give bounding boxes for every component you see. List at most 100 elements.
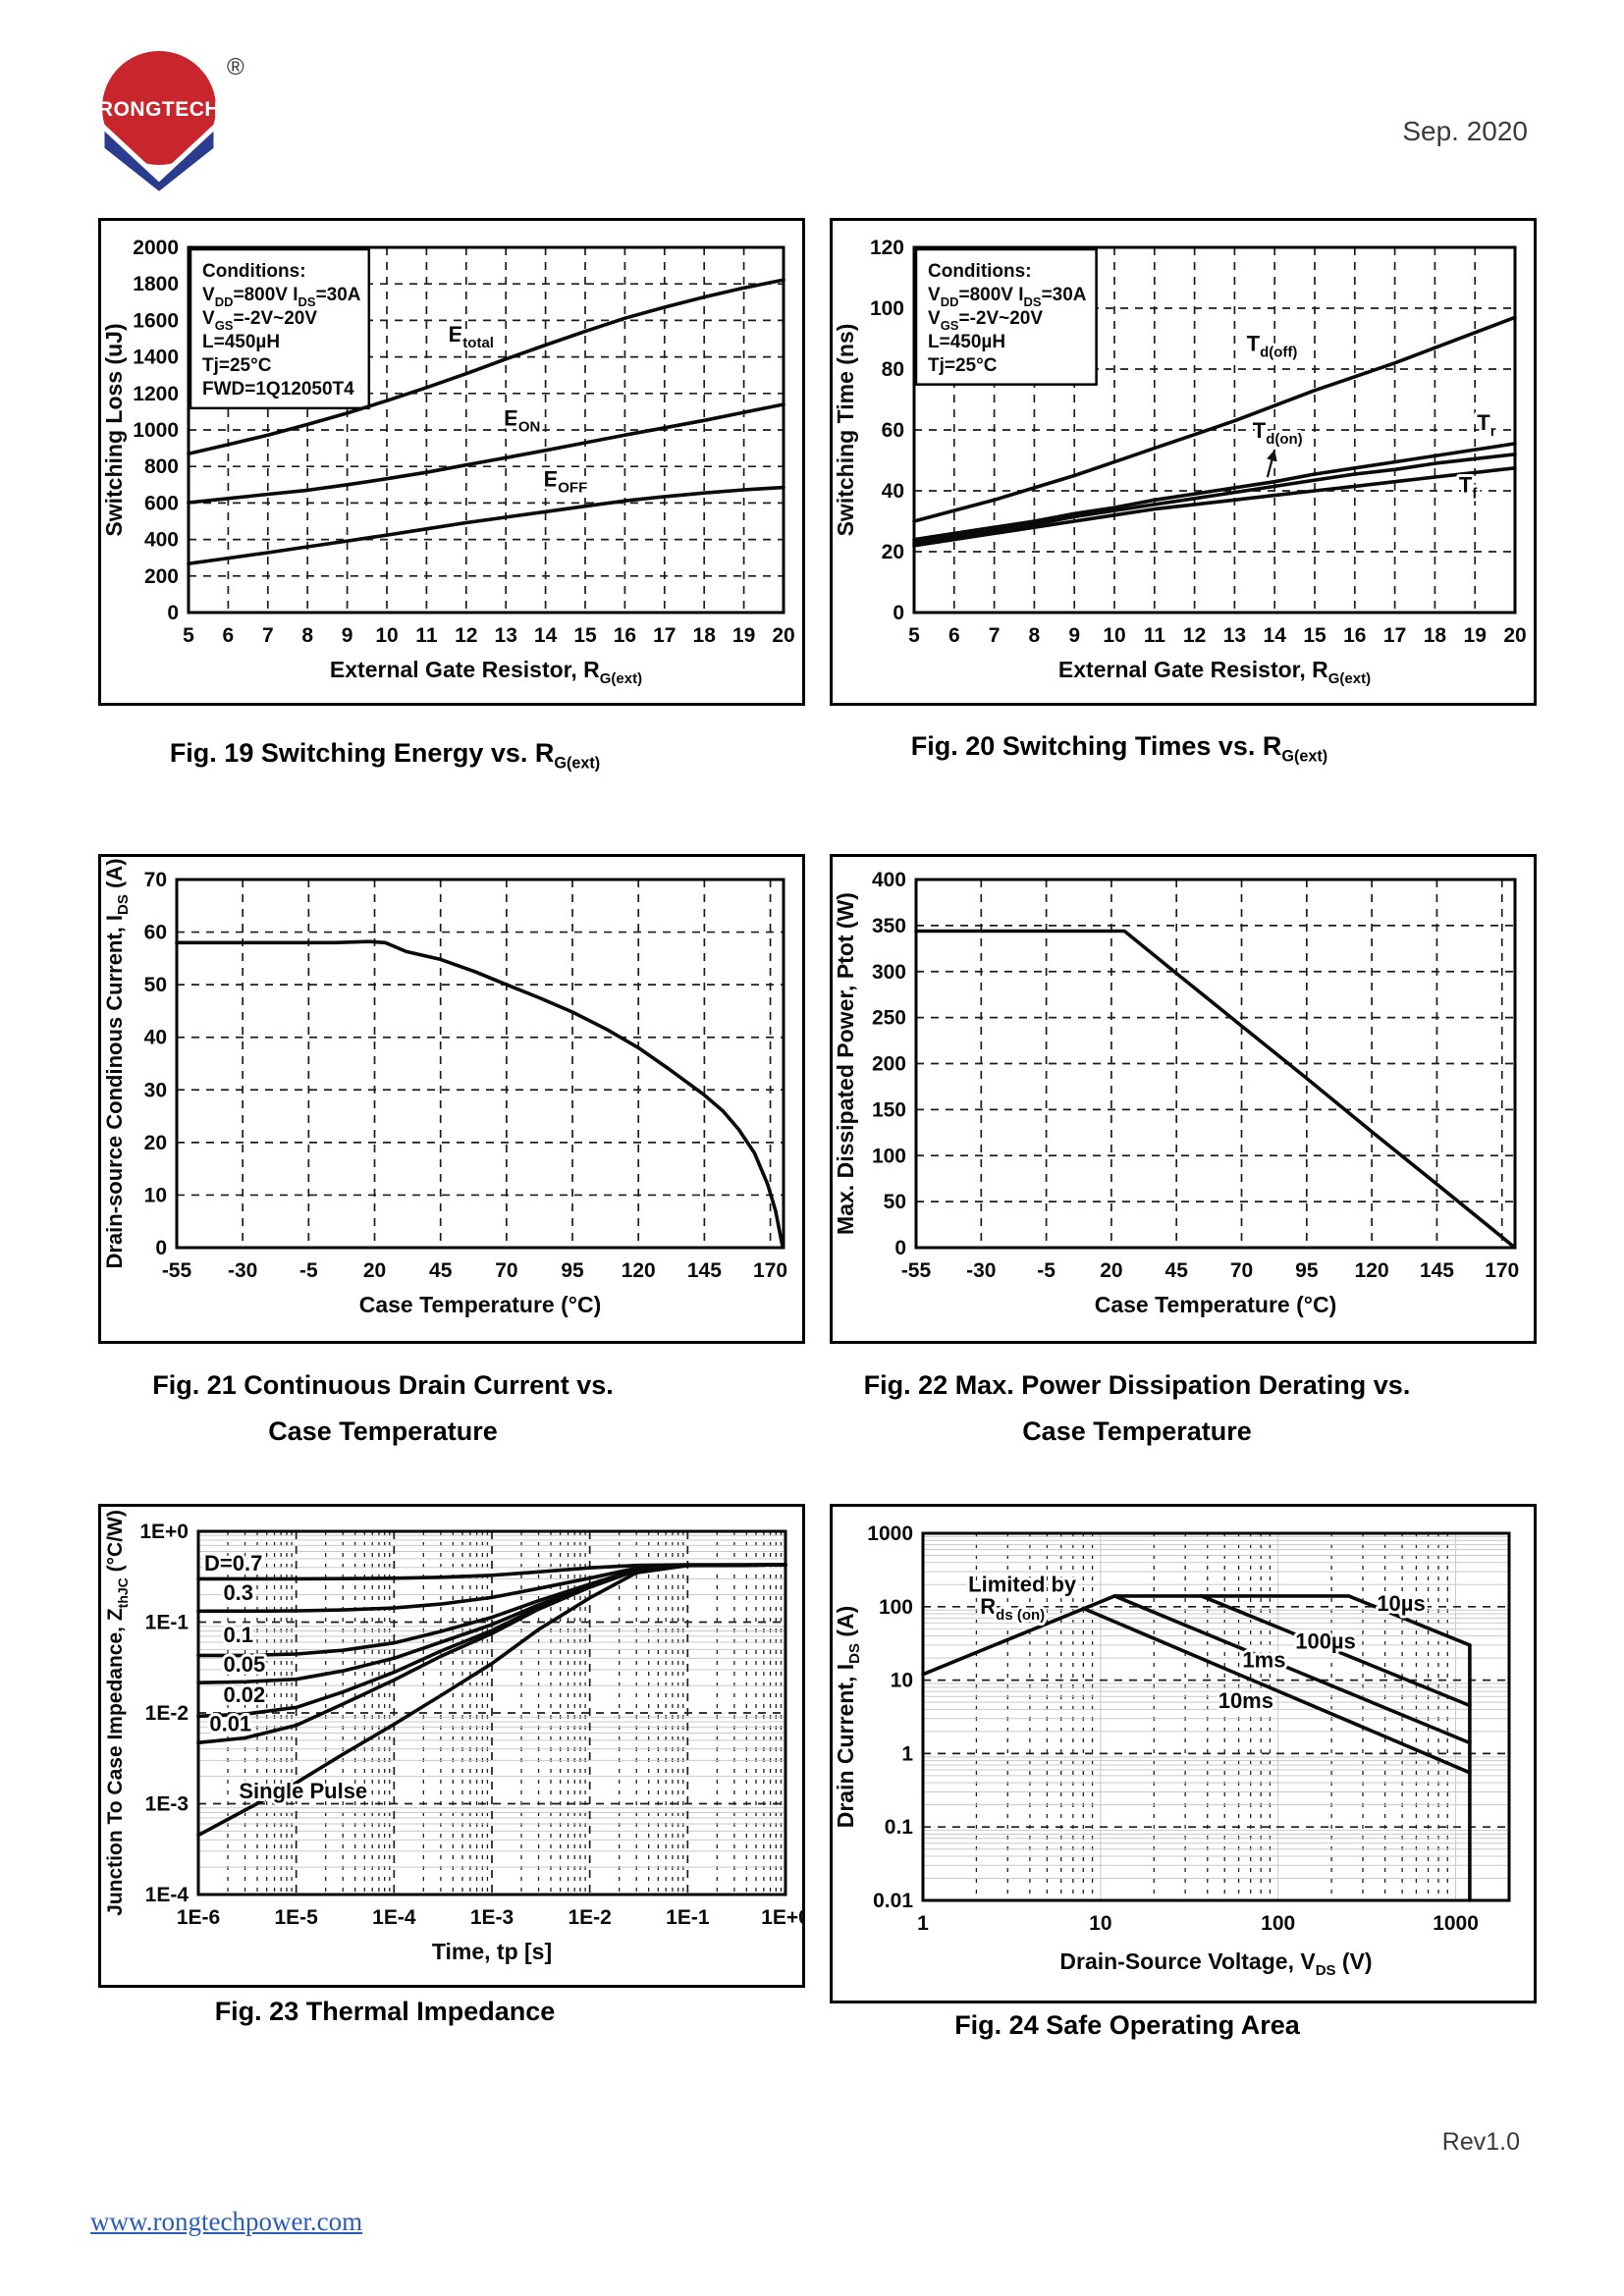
registered-mark-icon: ® bbox=[227, 54, 244, 80]
svg-text:19: 19 bbox=[732, 624, 755, 647]
svg-text:40: 40 bbox=[882, 480, 904, 503]
svg-text:100: 100 bbox=[870, 297, 904, 320]
svg-text:0.01: 0.01 bbox=[209, 1712, 251, 1736]
svg-text:9: 9 bbox=[342, 624, 353, 647]
svg-text:80: 80 bbox=[882, 358, 904, 381]
svg-text:1E-4: 1E-4 bbox=[145, 1884, 189, 1906]
svg-text:0.1: 0.1 bbox=[223, 1623, 253, 1647]
svg-text:1: 1 bbox=[917, 1912, 929, 1935]
svg-text:Drain-source Condinous Current: Drain-source Condinous Current, IDS (A) bbox=[102, 858, 132, 1268]
svg-text:0.02: 0.02 bbox=[223, 1682, 265, 1707]
svg-text:10: 10 bbox=[144, 1184, 167, 1206]
svg-text:145: 145 bbox=[687, 1259, 722, 1282]
website-link[interactable]: www.rongtechpower.com bbox=[90, 2207, 363, 2236]
svg-text:Conditions:: Conditions: bbox=[202, 261, 306, 282]
fig22-power-dissipation-derating-chart: -55 -30 -5 20 45 70 95 120 145 170 0 50 100 150 200 250… bbox=[830, 854, 1537, 1344]
fig20-caption: Fig. 20 Switching Times vs. RG(ext) bbox=[910, 731, 1328, 766]
svg-text:10: 10 bbox=[375, 624, 398, 647]
svg-text:1E-3: 1E-3 bbox=[470, 1906, 514, 1929]
fig20-canvas: Conditions: VDD=800V IDS=30AVGS=-2V~20VL=… bbox=[830, 218, 1537, 706]
svg-text:200: 200 bbox=[872, 1053, 906, 1076]
svg-text:70: 70 bbox=[495, 1259, 517, 1282]
svg-text:9: 9 bbox=[1068, 624, 1080, 647]
fig19-caption: Fig. 19 Switching Energy vs. RG(ext) bbox=[169, 738, 601, 773]
svg-text:95: 95 bbox=[561, 1259, 584, 1282]
svg-text:120: 120 bbox=[1355, 1259, 1389, 1282]
svg-text:0: 0 bbox=[893, 602, 904, 624]
svg-text:-30: -30 bbox=[966, 1259, 996, 1282]
svg-text:7: 7 bbox=[989, 624, 1001, 647]
svg-text:Limited by: Limited by bbox=[968, 1573, 1077, 1597]
svg-text:10: 10 bbox=[1103, 624, 1125, 647]
svg-text:-5: -5 bbox=[299, 1259, 318, 1282]
svg-text:-55: -55 bbox=[162, 1259, 192, 1282]
svg-text:8: 8 bbox=[1029, 624, 1041, 647]
svg-text:170: 170 bbox=[1485, 1259, 1519, 1282]
svg-text:Time, tp [s]: Time, tp [s] bbox=[432, 1939, 552, 1964]
svg-text:20: 20 bbox=[882, 541, 904, 563]
svg-text:170: 170 bbox=[753, 1259, 787, 1282]
svg-text:Tj=25°C: Tj=25°C bbox=[202, 355, 272, 376]
svg-text:5: 5 bbox=[908, 624, 920, 647]
svg-text:Rds (on): Rds (on) bbox=[980, 1594, 1045, 1624]
svg-text:1E+0: 1E+0 bbox=[761, 1906, 805, 1929]
fig22-caption: Fig. 22 Max. Power Dissipation Derating … bbox=[863, 1370, 1411, 1400]
fig21-caption: Fig. 21 Continuous Drain Current vs. bbox=[152, 1370, 614, 1400]
svg-text:150: 150 bbox=[872, 1098, 906, 1121]
svg-text:18: 18 bbox=[693, 624, 717, 647]
svg-text:0.01: 0.01 bbox=[873, 1890, 913, 1912]
svg-text:1800: 1800 bbox=[133, 273, 179, 295]
svg-text:20: 20 bbox=[363, 1259, 386, 1282]
svg-text:10: 10 bbox=[1089, 1912, 1111, 1935]
svg-text:Case Temperature (°C): Case Temperature (°C) bbox=[1095, 1292, 1337, 1317]
svg-text:0: 0 bbox=[167, 602, 179, 624]
svg-text:0.3: 0.3 bbox=[223, 1580, 253, 1605]
svg-text:Tj=25°C: Tj=25°C bbox=[928, 355, 998, 376]
svg-text:VGS=-2V~20V: VGS=-2V~20V bbox=[202, 308, 317, 333]
fig24-caption: Fig. 24 Safe Operating Area bbox=[954, 2010, 1300, 2040]
svg-text:20: 20 bbox=[772, 624, 794, 647]
svg-text:1E-6: 1E-6 bbox=[177, 1906, 220, 1929]
logo-vee-icon bbox=[99, 120, 219, 198]
svg-text:EON: EON bbox=[504, 405, 540, 435]
svg-text:External Gate Resistor, RG(ext: External Gate Resistor, RG(ext) bbox=[1058, 657, 1371, 687]
fig23-thermal-impedance-chart: D=0.7 0.3 0.1 0.05 0.02 0.01 Single Pulse 1E-6 1… bbox=[98, 1504, 810, 1988]
svg-text:120: 120 bbox=[622, 1259, 656, 1282]
svg-text:Max. Dissipated Power, Ptot (W: Max. Dissipated Power, Ptot (W) bbox=[833, 892, 858, 1235]
svg-text:30: 30 bbox=[144, 1079, 167, 1101]
fig21-caption-line2: Case Temperature bbox=[268, 1416, 498, 1446]
svg-text:Tf: Tf bbox=[1459, 473, 1478, 503]
svg-text:11: 11 bbox=[415, 624, 438, 647]
svg-text:300: 300 bbox=[872, 961, 906, 984]
svg-text:1400: 1400 bbox=[133, 347, 179, 369]
svg-text:External Gate Resistor, RG(ext: External Gate Resistor, RG(ext) bbox=[330, 657, 642, 687]
svg-text:15: 15 bbox=[1303, 624, 1326, 647]
svg-text:13: 13 bbox=[495, 624, 517, 647]
svg-text:20: 20 bbox=[1100, 1259, 1122, 1282]
svg-text:100: 100 bbox=[1261, 1912, 1295, 1935]
svg-text:0.05: 0.05 bbox=[223, 1652, 265, 1677]
svg-text:1E-4: 1E-4 bbox=[372, 1906, 416, 1929]
svg-text:-55: -55 bbox=[901, 1259, 932, 1282]
svg-text:12: 12 bbox=[1183, 624, 1206, 647]
svg-text:16: 16 bbox=[1343, 624, 1366, 647]
svg-text:Drain Current, IDS (A): Drain Current, IDS (A) bbox=[833, 1606, 863, 1829]
svg-text:15: 15 bbox=[573, 624, 597, 647]
svg-text:100µs: 100µs bbox=[1295, 1629, 1356, 1653]
svg-text:Switching Time (ns): Switching Time (ns) bbox=[833, 324, 858, 537]
svg-text:FWD=1Q12050T4: FWD=1Q12050T4 bbox=[202, 379, 354, 400]
svg-text:20: 20 bbox=[144, 1132, 167, 1154]
svg-text:11: 11 bbox=[1144, 624, 1166, 647]
svg-text:1ms: 1ms bbox=[1242, 1647, 1285, 1672]
svg-text:1600: 1600 bbox=[133, 309, 179, 332]
svg-text:Td(off): Td(off) bbox=[1247, 331, 1298, 360]
logo-circle-icon bbox=[102, 51, 216, 165]
svg-text:145: 145 bbox=[1420, 1259, 1454, 1282]
svg-text:45: 45 bbox=[429, 1259, 453, 1282]
svg-text:120: 120 bbox=[870, 237, 904, 259]
svg-text:1E-1: 1E-1 bbox=[666, 1906, 710, 1929]
svg-text:Switching Loss (uJ): Switching Loss (uJ) bbox=[101, 323, 127, 536]
doc-date: Sep. 2020 bbox=[1402, 116, 1528, 146]
logo-wordmark: RONGTECH bbox=[98, 98, 220, 121]
